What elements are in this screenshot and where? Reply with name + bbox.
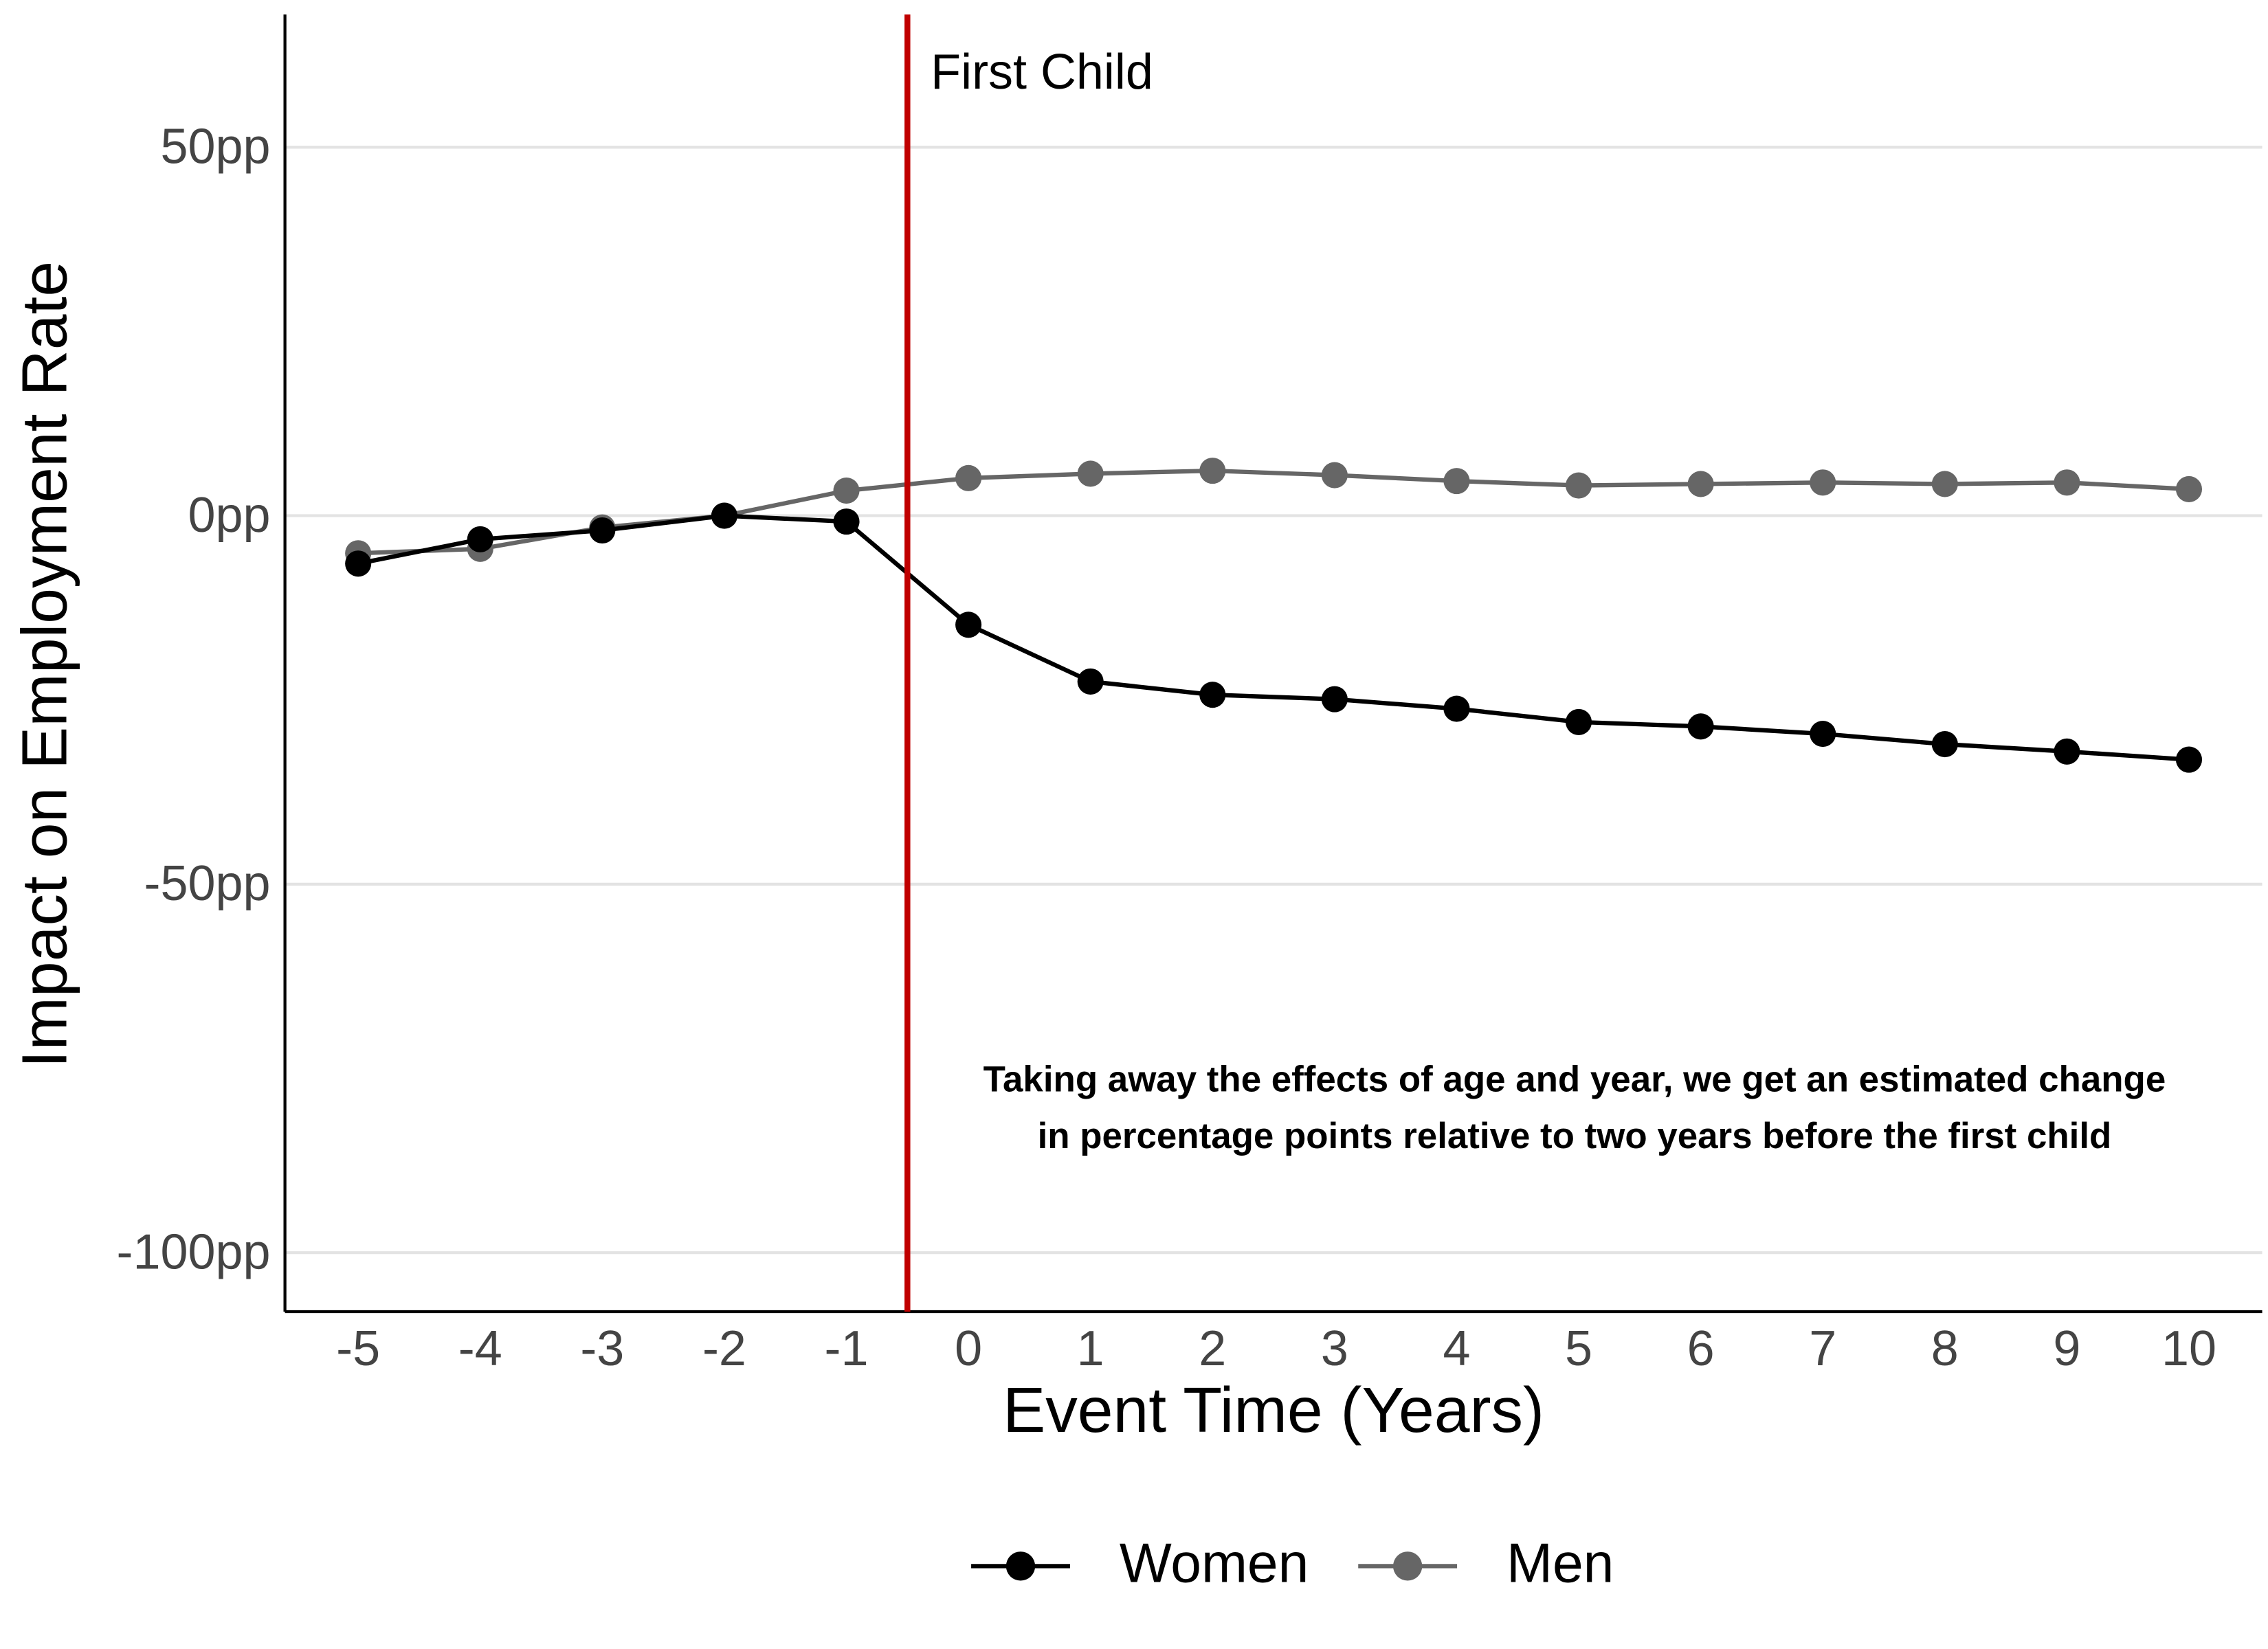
data-point: [467, 526, 493, 552]
y-tick-label: -100pp: [117, 1224, 271, 1279]
x-tick-label: 9: [2053, 1321, 2080, 1376]
data-point: [1199, 682, 1226, 708]
x-tick-label: 8: [1931, 1321, 1959, 1376]
data-point: [1810, 469, 1836, 496]
data-point: [2054, 469, 2080, 496]
data-point: [1687, 713, 1714, 740]
data-point: [1321, 462, 1348, 489]
y-tick-label: 50pp: [160, 119, 270, 174]
legend-key-point: [1005, 1551, 1036, 1581]
data-point: [1810, 721, 1836, 748]
x-tick-label: 3: [1321, 1321, 1348, 1376]
data-point: [711, 502, 737, 529]
data-point: [1443, 468, 1470, 495]
data-point: [2175, 746, 2203, 773]
data-point: [2175, 475, 2203, 502]
data-point: [1931, 731, 1958, 758]
data-point: [1931, 471, 1958, 497]
data-point: [2054, 738, 2080, 765]
x-tick-label: 0: [955, 1321, 982, 1376]
data-point: [1443, 695, 1470, 722]
data-point: [955, 612, 982, 638]
data-point: [1077, 460, 1104, 487]
x-tick-label: -2: [702, 1321, 746, 1376]
data-point: [1321, 686, 1348, 713]
data-point: [1077, 668, 1104, 695]
data-point: [1566, 472, 1592, 499]
x-tick-label: 4: [1443, 1321, 1470, 1376]
series-line: [357, 513, 2190, 762]
x-tick-label: 2: [1199, 1321, 1226, 1376]
data-point: [955, 464, 982, 491]
x-axis-title: Event Time (Years): [1003, 1374, 1544, 1446]
annotation: in percentage points relative to two yea…: [1038, 1116, 2112, 1156]
x-tick-label: 5: [1565, 1321, 1592, 1376]
legend-key-point: [1393, 1551, 1423, 1581]
x-tick-label: -4: [458, 1321, 502, 1376]
event-label: First Child: [931, 45, 1153, 100]
y-axis-title: Impact on Employment Rate: [9, 261, 80, 1068]
data-point: [833, 478, 860, 504]
legend-label: Men: [1507, 1533, 1614, 1595]
x-tick-label: -1: [825, 1321, 869, 1376]
series-line: [358, 468, 2190, 556]
x-tick-label: 6: [1687, 1321, 1715, 1376]
x-tick-label: -5: [336, 1321, 380, 1376]
data-point: [589, 517, 616, 544]
x-tick-label: -3: [580, 1321, 624, 1376]
data-point: [1199, 458, 1226, 484]
data-point: [1566, 708, 1592, 735]
data-point: [1687, 471, 1714, 497]
data-point: [833, 508, 860, 535]
y-tick-label: -50pp: [144, 856, 271, 911]
legend-label: Women: [1120, 1533, 1309, 1595]
y-tick-label: 0pp: [188, 488, 270, 543]
x-tick-label: 1: [1077, 1321, 1104, 1376]
x-tick-label: 7: [1809, 1321, 1836, 1376]
data-point: [345, 550, 372, 577]
annotation: Taking away the effects of age and year,…: [983, 1059, 2166, 1100]
x-tick-label: 10: [2161, 1321, 2216, 1376]
